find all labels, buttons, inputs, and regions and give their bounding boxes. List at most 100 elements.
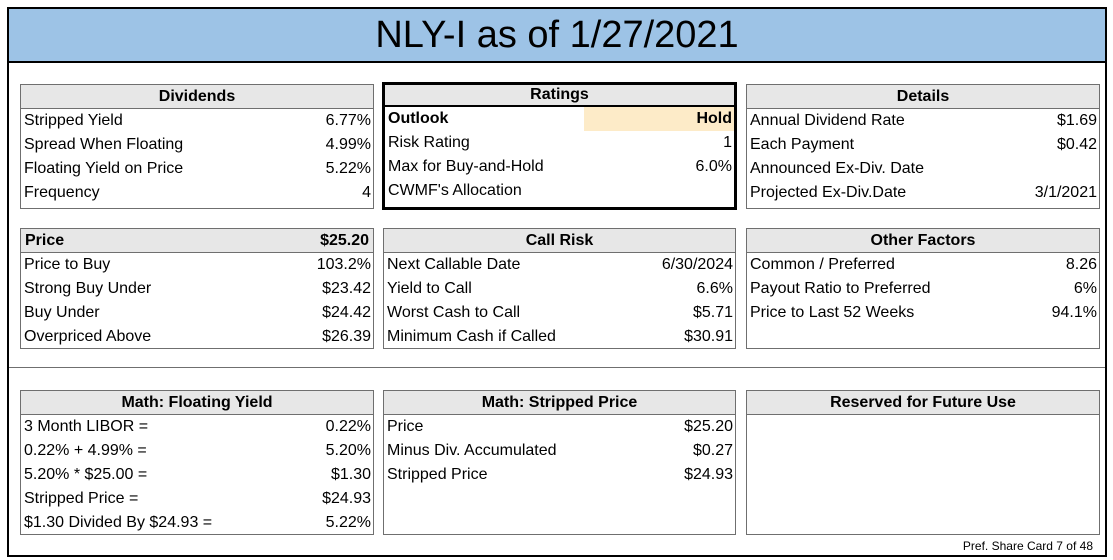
- table-row: Strong Buy Under $23.42: [21, 277, 373, 301]
- row-label: Worst Cash to Call: [387, 304, 521, 321]
- row-value: 5.20%: [325, 442, 371, 459]
- row-label: Next Callable Date: [387, 256, 521, 273]
- row-value: $24.42: [322, 304, 371, 321]
- row-value: $1.30: [330, 466, 371, 483]
- ratings-panel: Ratings Outlook Hold Risk Rating 1 Max for…: [382, 82, 737, 210]
- row-value: 6.0%: [695, 158, 732, 175]
- other-factors-header: Other Factors: [747, 229, 1099, 253]
- row-label: Stripped Price =: [24, 490, 139, 507]
- row-label: $1.30 Divided By $24.93 =: [24, 514, 213, 531]
- row-label: 3 Month LIBOR =: [24, 418, 149, 435]
- table-row: Floating Yield on Price 5.22%: [21, 157, 373, 181]
- table-row: Next Callable Date 6/30/2024: [384, 253, 735, 277]
- call-risk-panel: Call Risk Next Callable Date 6/30/2024 Yi…: [383, 228, 736, 349]
- row-label: Risk Rating: [388, 134, 470, 151]
- dividends-panel: Dividends Stripped Yield 6.77% Spread Whe…: [20, 84, 374, 209]
- row-value: $25.20: [684, 418, 733, 435]
- table-row: $1.30 Divided By $24.93 = 5.22%: [21, 511, 373, 535]
- table-row: Stripped Price $24.93: [384, 463, 735, 487]
- dividends-header: Dividends: [21, 85, 373, 109]
- share-card: NLY-I as of 1/27/2021 Dividends Stripped…: [7, 7, 1107, 557]
- other-factors-panel: Other Factors Common / Preferred 8.26 Pay…: [746, 228, 1100, 349]
- table-row: Buy Under $24.42: [21, 301, 373, 325]
- table-row: Each Payment $0.42: [747, 133, 1099, 157]
- math-stripped-price-panel: Math: Stripped Price Price $25.20 Minus D…: [383, 390, 736, 535]
- table-row: Announced Ex-Div. Date: [747, 157, 1099, 181]
- details-header: Details: [747, 85, 1099, 109]
- row-value: 94.1%: [1051, 304, 1097, 321]
- row-value: $0.27: [692, 442, 733, 459]
- page-title: NLY-I as of 1/27/2021: [375, 14, 739, 56]
- row-label: Frequency: [24, 184, 100, 201]
- row-value: 5.22%: [325, 514, 371, 531]
- row-label: Stripped Price: [387, 466, 488, 483]
- row-label: 0.22% + 4.99% =: [24, 442, 147, 459]
- row-label: Strong Buy Under: [24, 280, 152, 297]
- row-label: Price to Last 52 Weeks: [750, 304, 915, 321]
- row-value: $1.69: [1056, 112, 1097, 129]
- table-row: Yield to Call 6.6%: [384, 277, 735, 301]
- row-value: $26.39: [322, 328, 371, 345]
- table-row: Common / Preferred 8.26: [747, 253, 1099, 277]
- row-value: 103.2%: [316, 256, 371, 273]
- price-header: Price $25.20: [21, 229, 373, 253]
- row-label: Price: [387, 418, 424, 435]
- row-label: Payout Ratio to Preferred: [750, 280, 931, 297]
- row-label: Common / Preferred: [750, 256, 895, 273]
- row-value: 4: [362, 184, 371, 201]
- row-value: $5.71: [692, 304, 733, 321]
- math-floating-yield-panel: Math: Floating Yield 3 Month LIBOR = 0.22…: [20, 390, 374, 535]
- row-label: Each Payment: [750, 136, 855, 153]
- row-value: $30.91: [684, 328, 733, 345]
- row-label: Announced Ex-Div. Date: [750, 160, 925, 177]
- table-row: Minimum Cash if Called $30.91: [384, 325, 735, 349]
- row-value: Hold: [696, 110, 732, 127]
- title-bar: NLY-I as of 1/27/2021: [9, 9, 1105, 63]
- row-label: Minimum Cash if Called: [387, 328, 556, 345]
- table-row: Stripped Yield 6.77%: [21, 109, 373, 133]
- row-label: 5.20% * $25.00 =: [24, 466, 148, 483]
- row-label: Overpriced Above: [24, 328, 152, 345]
- row-value: 4.99%: [325, 136, 371, 153]
- price-panel: Price $25.20 Price to Buy 103.2% Strong Bu…: [20, 228, 374, 349]
- table-row: Worst Cash to Call $5.71: [384, 301, 735, 325]
- section-divider: [9, 367, 1105, 368]
- table-row: Projected Ex-Div.Date 3/1/2021: [747, 181, 1099, 205]
- table-row: Price to Buy 103.2%: [21, 253, 373, 277]
- ratings-header: Ratings: [385, 85, 734, 107]
- hold-highlight: [584, 107, 734, 131]
- math-stripped-price-header: Math: Stripped Price: [384, 391, 735, 415]
- table-row: Stripped Price = $24.93: [21, 487, 373, 511]
- row-value: 6/30/2024: [661, 256, 733, 273]
- row-value: 3/1/2021: [1034, 184, 1097, 201]
- row-label: Floating Yield on Price: [24, 160, 184, 177]
- table-row-outlook: Outlook Hold: [385, 107, 734, 131]
- table-row: 0.22% + 4.99% = 5.20%: [21, 439, 373, 463]
- table-row: Overpriced Above $26.39: [21, 325, 373, 349]
- row-value: 6%: [1073, 280, 1097, 297]
- table-row: Spread When Floating 4.99%: [21, 133, 373, 157]
- row-label: Outlook: [388, 110, 449, 127]
- table-row: Frequency 4: [21, 181, 373, 205]
- price-header-label: Price: [25, 231, 65, 249]
- call-risk-header: Call Risk: [384, 229, 735, 253]
- row-label: Projected Ex-Div.Date: [750, 184, 907, 201]
- reserved-header: Reserved for Future Use: [747, 391, 1099, 415]
- row-label: CWMF's Allocation: [388, 182, 522, 199]
- row-label: Minus Div. Accumulated: [387, 442, 557, 459]
- table-row: Max for Buy-and-Hold 6.0%: [385, 155, 734, 179]
- row-label: Price to Buy: [24, 256, 111, 273]
- row-value: $24.93: [684, 466, 733, 483]
- row-value: 6.6%: [696, 280, 733, 297]
- row-value: 6.77%: [325, 112, 371, 129]
- row-label: Stripped Yield: [24, 112, 123, 129]
- table-row: Annual Dividend Rate $1.69: [747, 109, 1099, 133]
- row-label: Yield to Call: [387, 280, 472, 297]
- table-row: Price to Last 52 Weeks 94.1%: [747, 301, 1099, 325]
- row-value: 0.22%: [325, 418, 371, 435]
- row-label: Spread When Floating: [24, 136, 184, 153]
- row-value: 8.26: [1065, 256, 1097, 273]
- table-row: Minus Div. Accumulated $0.27: [384, 439, 735, 463]
- row-value: $23.42: [322, 280, 371, 297]
- math-floating-yield-header: Math: Floating Yield: [21, 391, 373, 415]
